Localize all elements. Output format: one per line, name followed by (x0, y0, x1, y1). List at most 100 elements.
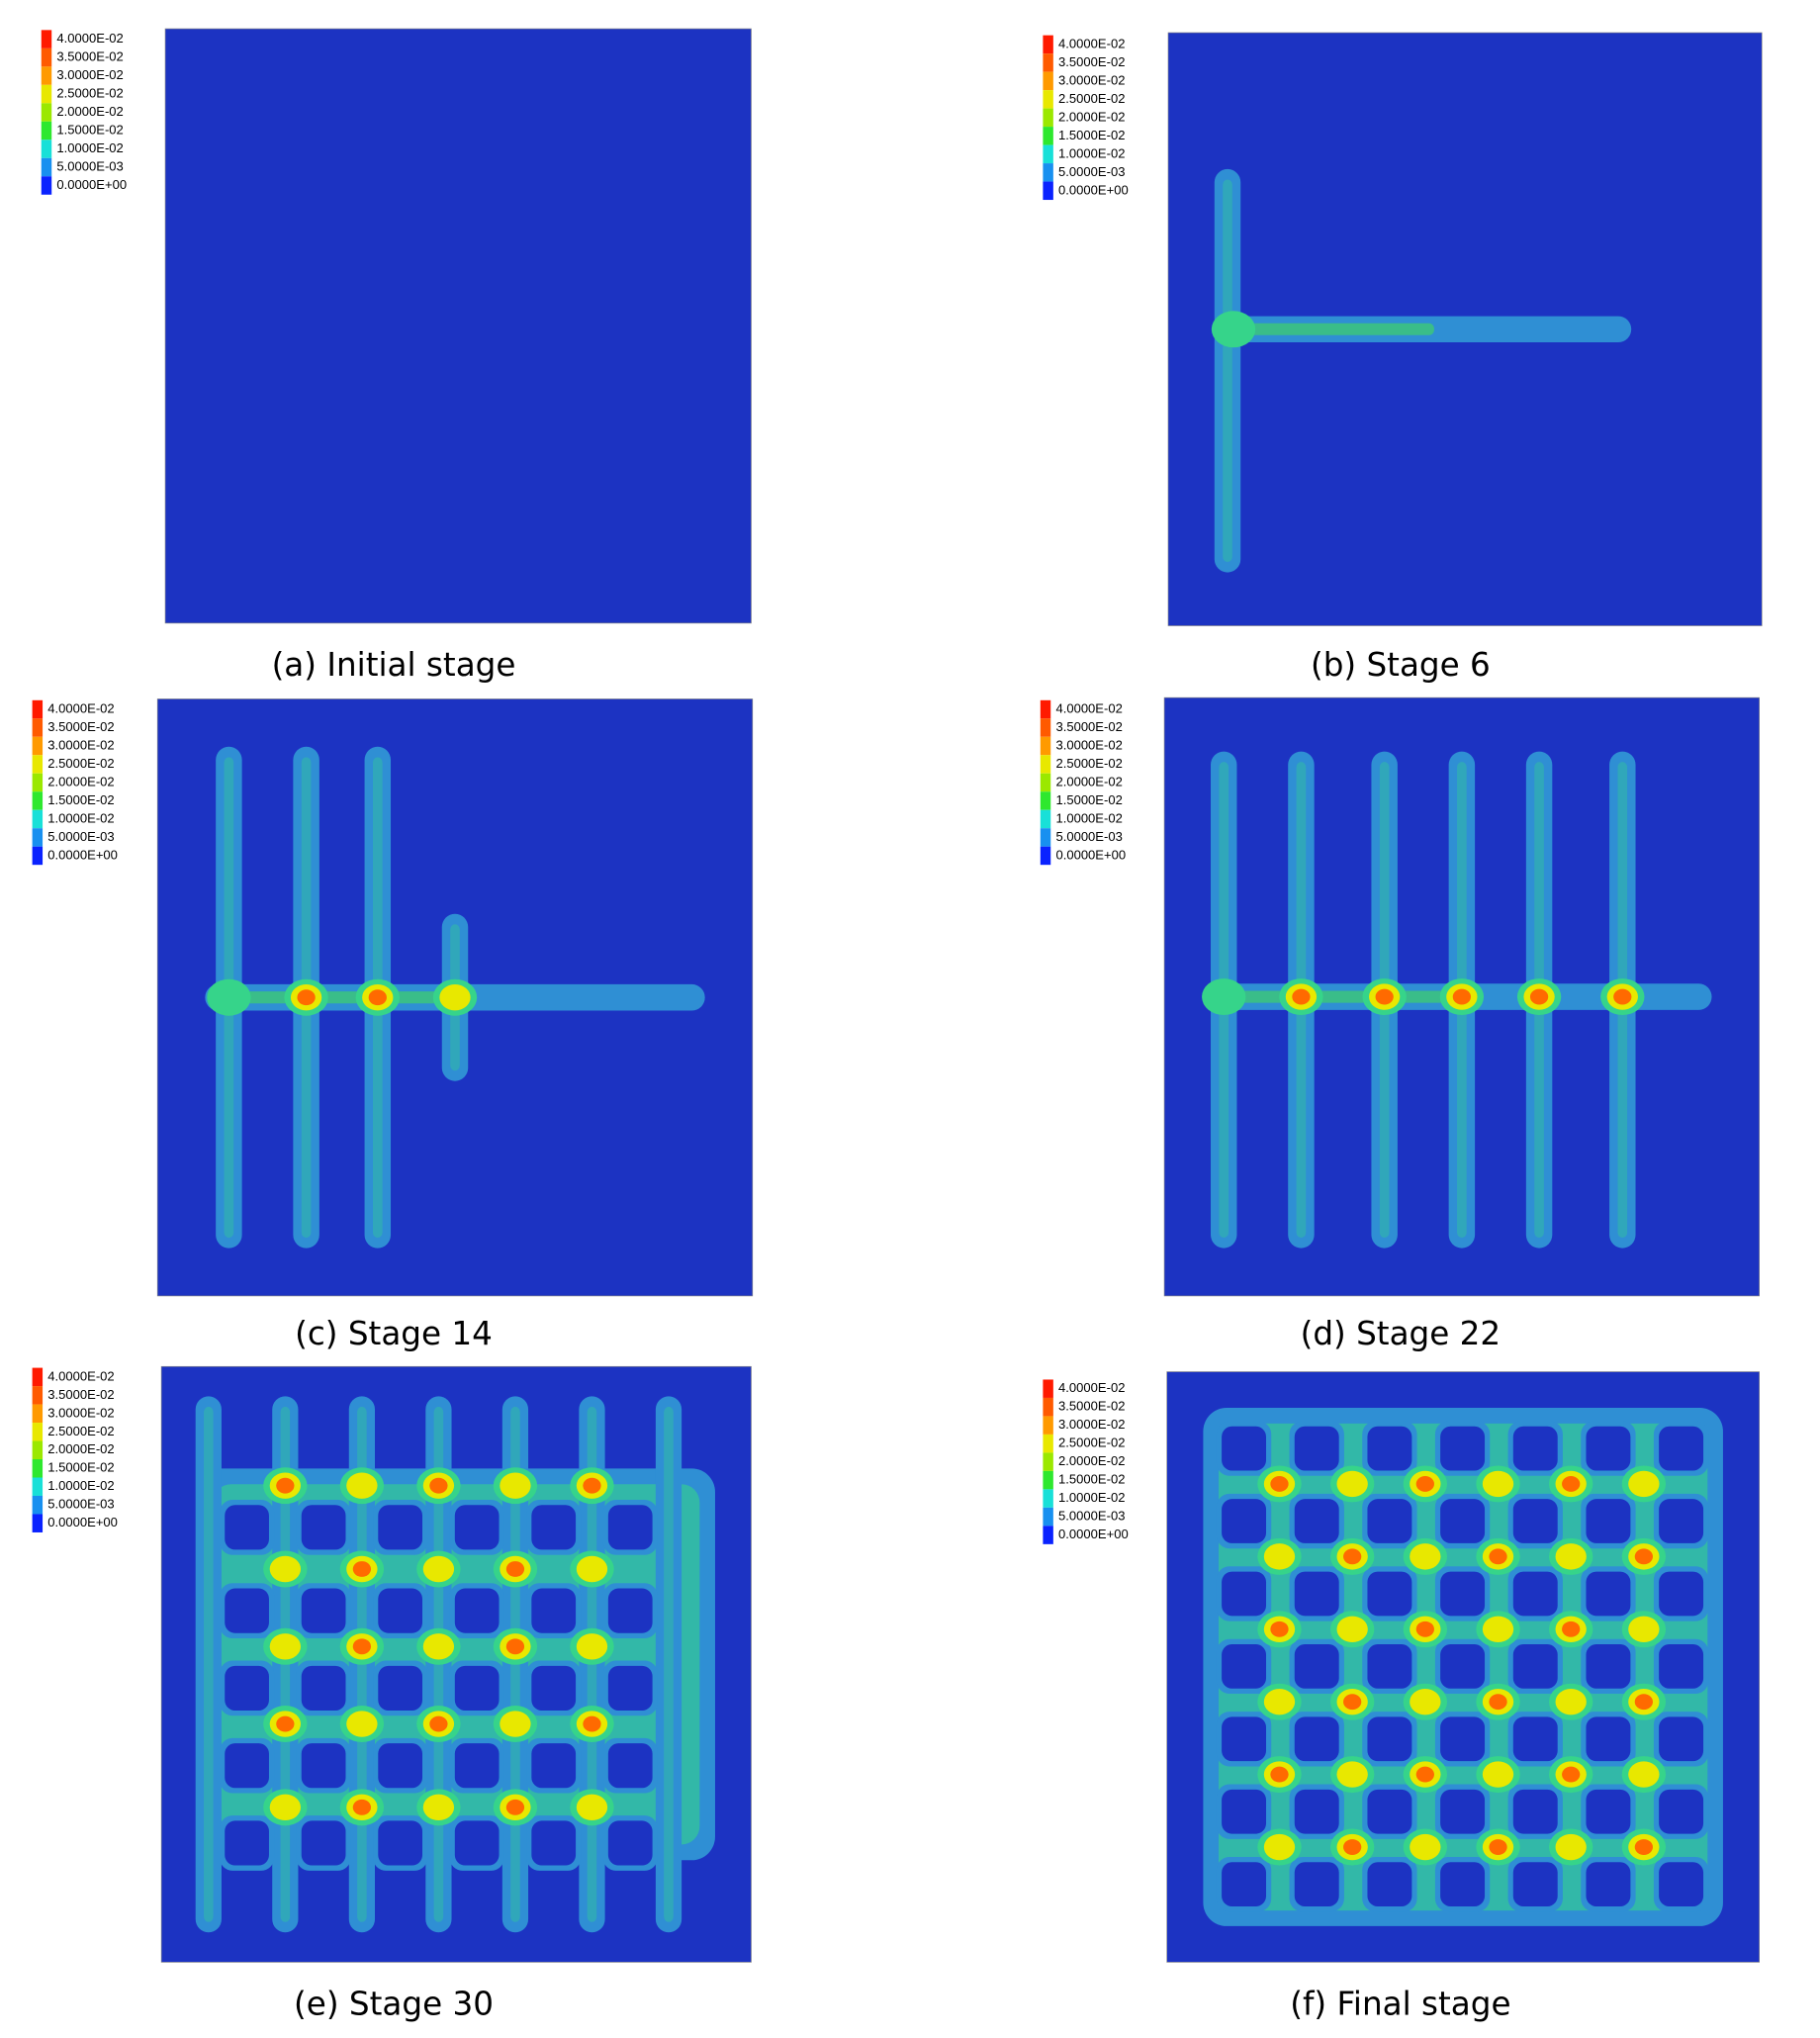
hole (1512, 1571, 1558, 1617)
hole (1440, 1789, 1486, 1834)
hole (531, 1820, 577, 1866)
legend-swatch (32, 1514, 44, 1532)
legend-swatch (32, 773, 44, 792)
legend-label: 2.5000E-02 (47, 1424, 114, 1438)
hole (1586, 1643, 1631, 1689)
legend-swatch (1043, 1397, 1053, 1417)
hole (454, 1588, 500, 1633)
hole (1440, 1571, 1486, 1617)
hole (1440, 1426, 1486, 1471)
hot-spot (500, 1711, 531, 1737)
hole (1440, 1716, 1486, 1762)
legend-swatch (1043, 71, 1053, 91)
hot-spot (1343, 1548, 1362, 1565)
hole (1367, 1789, 1412, 1834)
hole (531, 1588, 577, 1633)
hole (1367, 1862, 1412, 1907)
hole (1586, 1571, 1631, 1617)
caption: (c) Stage 14 (295, 1315, 493, 1352)
caption: (f) Final stage (1290, 1985, 1510, 2022)
hot-spot (207, 978, 251, 1016)
legend-swatch (1040, 699, 1051, 719)
legend-label: 2.5000E-02 (1055, 756, 1122, 771)
legend-swatch (1043, 163, 1053, 182)
hole (1512, 1643, 1558, 1689)
hot-spot (1482, 1470, 1514, 1498)
hole (1659, 1716, 1704, 1762)
legend-label: 4.0000E-02 (56, 31, 123, 46)
legend-label: 3.0000E-02 (1055, 737, 1122, 752)
legend-label: 1.0000E-02 (47, 1478, 114, 1493)
caption: (e) Stage 30 (294, 1985, 494, 2022)
hole (1367, 1499, 1412, 1543)
legend-label: 1.5000E-02 (1058, 1472, 1125, 1487)
plume-bar-core (1220, 990, 1470, 1003)
legend-swatch (32, 1423, 44, 1441)
hot-spot (1562, 1476, 1581, 1492)
legend-swatch (1043, 1379, 1053, 1398)
hot-spot (576, 1794, 608, 1821)
hole (1222, 1716, 1267, 1762)
legend-swatch (1040, 846, 1051, 866)
legend-label: 3.5000E-02 (1058, 1399, 1125, 1414)
legend-swatch (32, 1459, 44, 1478)
hot-spot (1202, 978, 1246, 1016)
hot-spot (1555, 1543, 1587, 1570)
contour-plot (164, 28, 752, 624)
legend-label: 2.5000E-02 (56, 85, 123, 100)
legend-swatch (1040, 718, 1051, 737)
hot-spot (583, 1477, 601, 1494)
legend-label: 1.0000E-02 (1055, 810, 1122, 825)
legend-swatch (1043, 1434, 1053, 1453)
hot-spot (500, 1472, 531, 1499)
hot-spot (1410, 1833, 1441, 1861)
hole (1659, 1862, 1704, 1907)
legend-label: 1.5000E-02 (1058, 128, 1125, 142)
legend-swatch (1040, 809, 1051, 829)
hot-spot (1343, 1839, 1362, 1855)
hole (1512, 1789, 1558, 1834)
hole (378, 1588, 423, 1633)
plume-bar-core (213, 991, 463, 1004)
legend-label: 2.0000E-02 (1058, 1453, 1125, 1468)
hole (1586, 1789, 1631, 1834)
legend-swatch (32, 1440, 44, 1460)
panel: 4.0000E-02 3.5000E-02 3.0000E-02 2.5000E-02… (32, 698, 754, 1352)
hot-spot (1613, 988, 1632, 1005)
hot-spot (1410, 1543, 1441, 1570)
legend-swatch (1043, 127, 1053, 145)
hole (1586, 1426, 1631, 1471)
plume-core (664, 1406, 674, 1922)
panel: 4.0000E-02 3.5000E-02 3.0000E-02 2.5000E-02… (32, 1365, 752, 2023)
hot-spot (505, 1799, 525, 1815)
hole (1294, 1571, 1339, 1617)
legend-label: 1.0000E-02 (47, 810, 114, 825)
legend-swatch (1040, 828, 1051, 847)
hot-spot (269, 1555, 302, 1583)
hole (225, 1820, 269, 1866)
hot-spot (346, 1472, 378, 1499)
hole (607, 1665, 653, 1712)
legend-label: 0.0000E+00 (1055, 847, 1126, 862)
hot-spot (1270, 1621, 1289, 1637)
hot-spot (1529, 988, 1549, 1005)
hot-spot (1489, 1548, 1507, 1565)
hot-spot (583, 1715, 601, 1732)
legend-swatch (32, 1495, 44, 1515)
legend-swatch (1040, 791, 1051, 810)
hot-spot (1628, 1761, 1660, 1788)
legend-swatch (1043, 1470, 1053, 1490)
legend-swatch (32, 736, 44, 756)
legend-swatch (32, 1386, 44, 1405)
legend-swatch (41, 30, 52, 48)
legend-label: 3.0000E-02 (56, 67, 123, 82)
panel: 4.0000E-02 3.5000E-02 3.0000E-02 2.5000E-02… (41, 28, 752, 684)
legend-label: 1.0000E-02 (56, 140, 123, 155)
legend-label: 0.0000E+00 (47, 847, 118, 862)
hole (1294, 1789, 1339, 1834)
legend-swatch (1040, 755, 1051, 774)
hot-spot (1211, 311, 1256, 348)
legend-label: 2.0000E-02 (47, 774, 114, 788)
legend-label: 1.0000E-02 (1058, 145, 1125, 160)
legend-label: 5.0000E-03 (1058, 164, 1125, 179)
